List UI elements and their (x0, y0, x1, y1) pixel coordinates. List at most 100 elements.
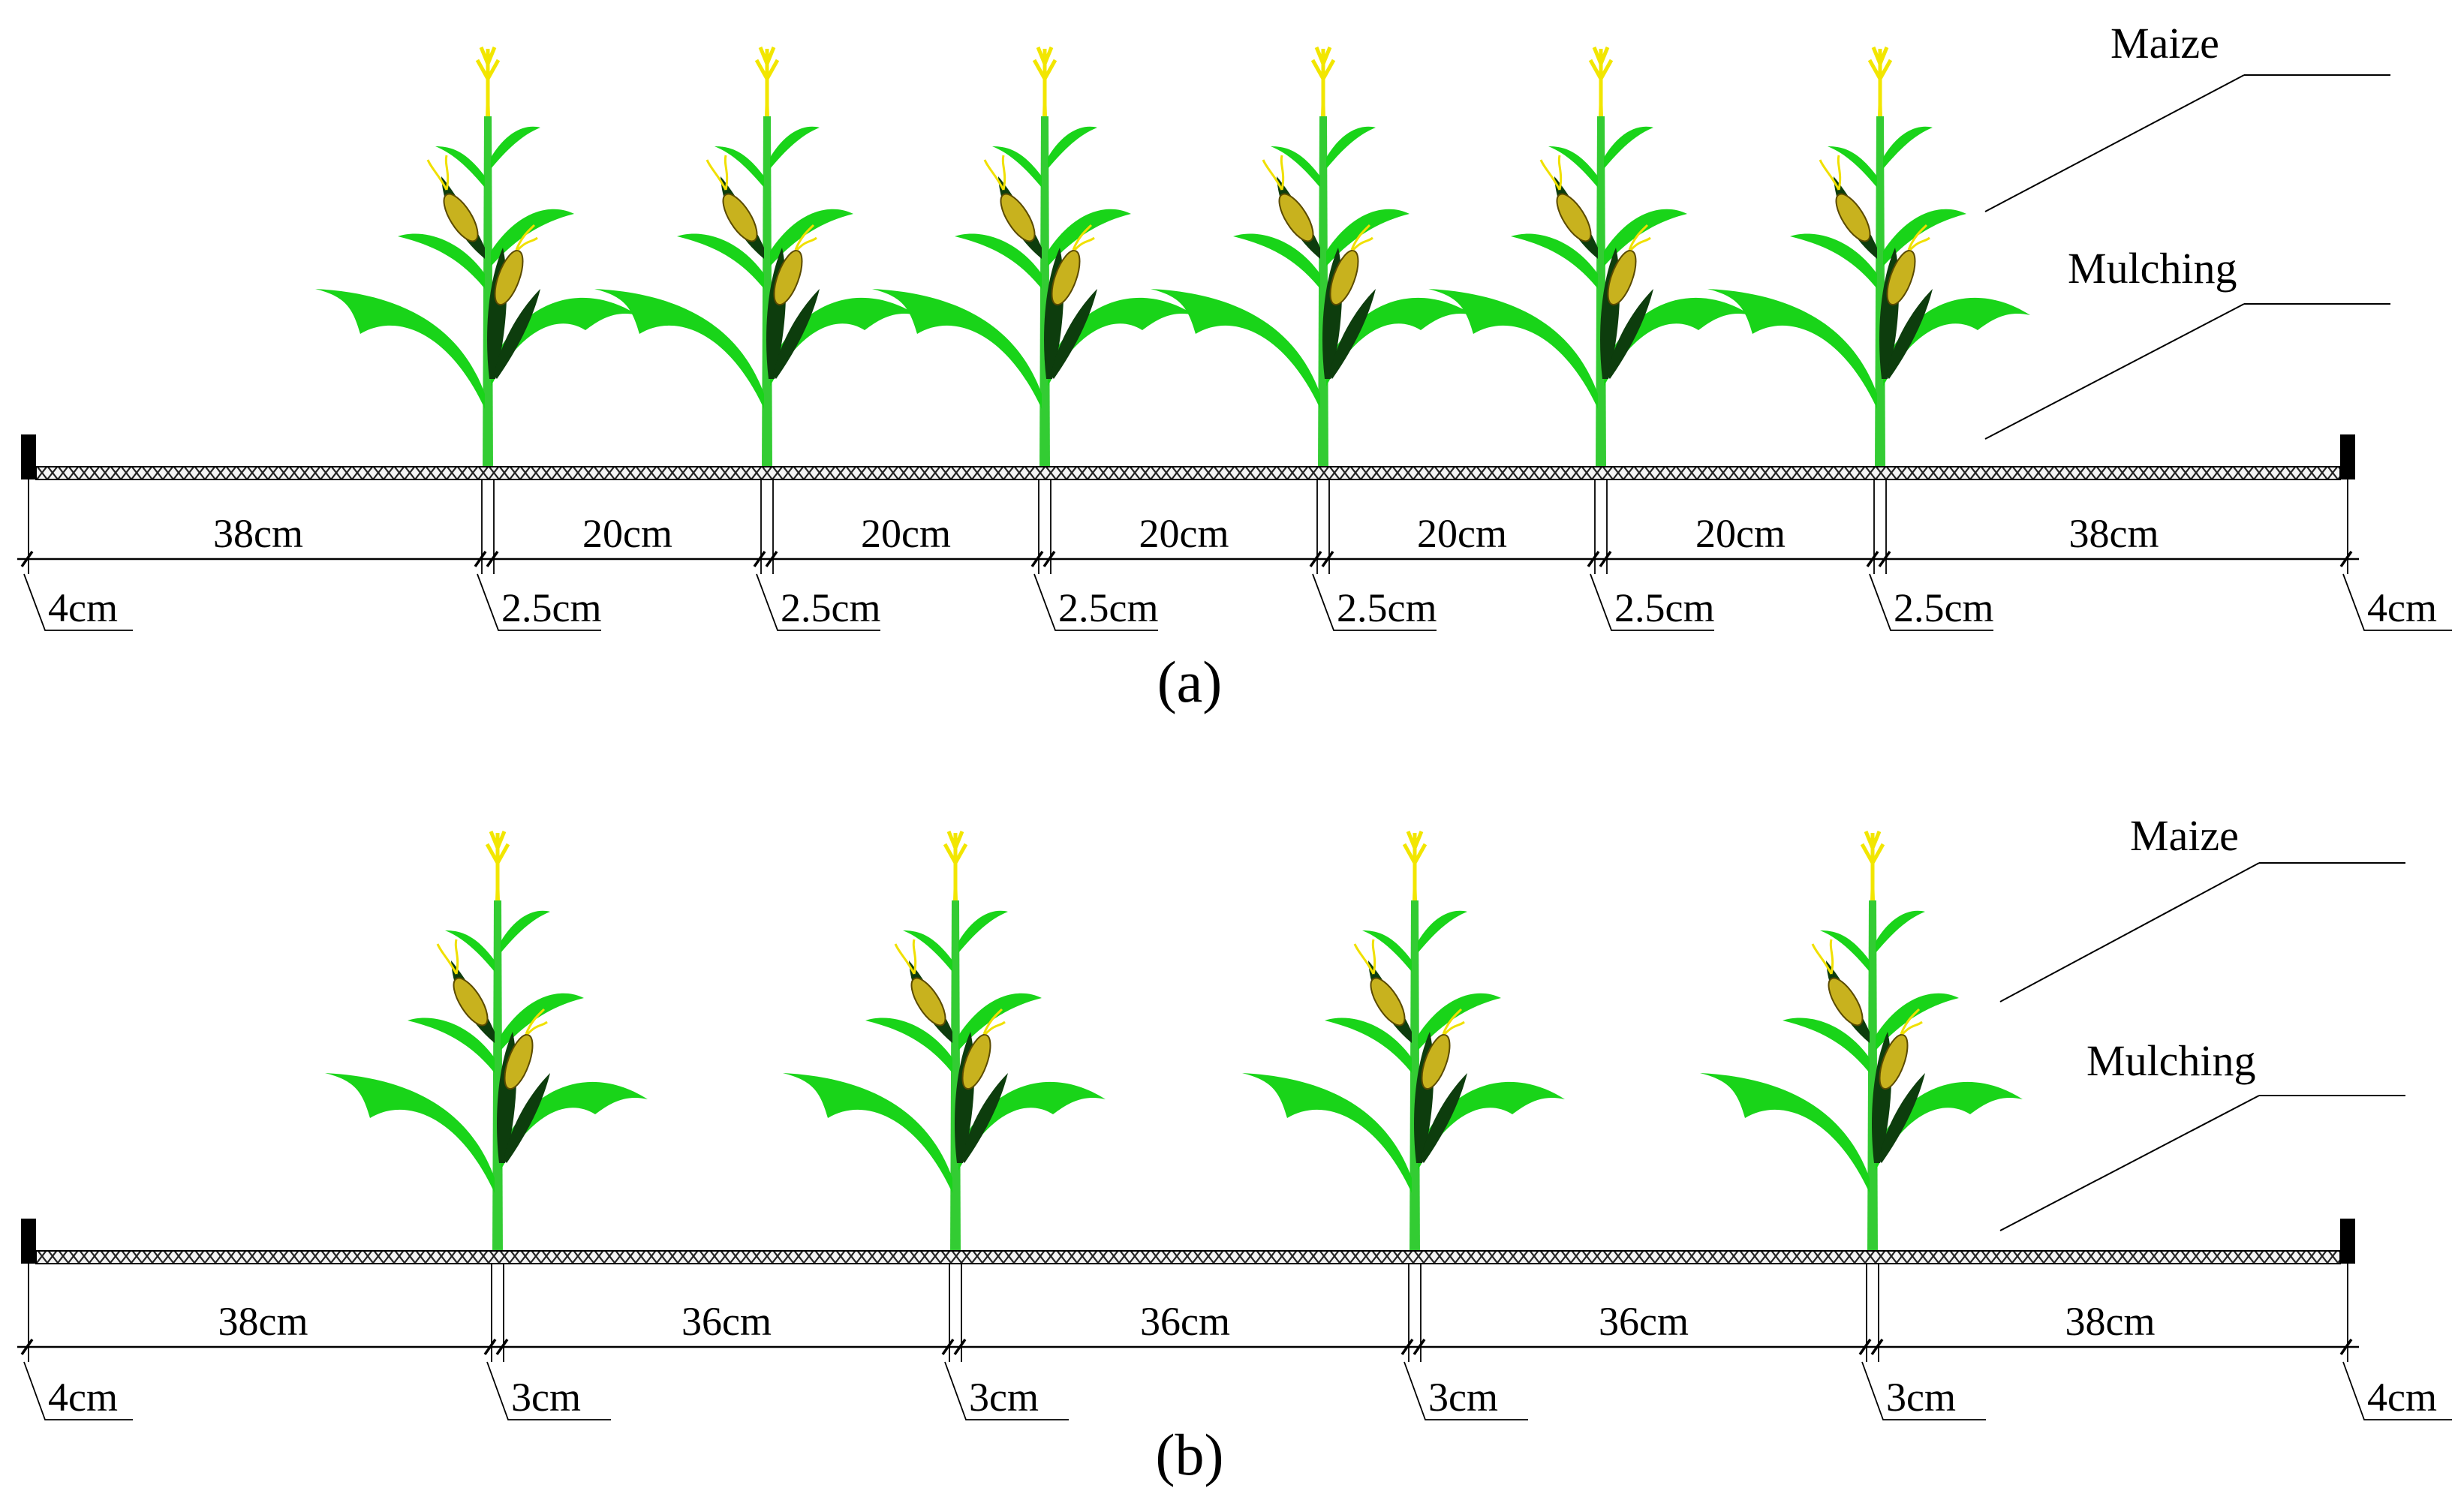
panel-b: Maize Mulching 38cm 36cm 36cm 36cm 38cm 3cm 3cm… (17, 811, 2452, 1487)
stem-width-label: 2.5cm (781, 585, 880, 630)
dimension-tick (953, 1338, 967, 1356)
stem-width-label: 3cm (511, 1375, 581, 1420)
dimension-tick (1042, 550, 1056, 568)
dimension-tick (2339, 1338, 2353, 1356)
stem-leader (1033, 573, 1158, 631)
right-end-post (2340, 434, 2355, 479)
stem-width-label: 3cm (1886, 1375, 1956, 1420)
dimension-tick (1587, 550, 1600, 568)
maize-plant-icon (594, 47, 917, 469)
callouts-b: Maize Mulching (1999, 811, 2405, 1231)
panel-a-caption: (a) (1157, 649, 1223, 714)
dimension-tick (1400, 1338, 1414, 1356)
maize-plant-icon (325, 831, 648, 1253)
edge-label-right: 4cm (2367, 1375, 2437, 1420)
stem-leader (1403, 1361, 1528, 1420)
callout-maize: Maize (2130, 811, 2239, 860)
callout-mulching: Mulching (2068, 244, 2237, 293)
right-end-post (2340, 1219, 2355, 1264)
mulch-strip-b (21, 1219, 2355, 1264)
dimension-tick (486, 550, 499, 568)
maize-plant-icon (1700, 831, 2023, 1253)
maize-plant-icon (872, 47, 1195, 469)
callout-leader-maize (1999, 862, 2260, 1002)
span-label: 20cm (1695, 511, 1786, 556)
dimension-tick (20, 550, 34, 568)
callout-mulching: Mulching (2086, 1036, 2256, 1085)
stem-width-label: 2.5cm (501, 585, 601, 630)
edge-label-left: 4cm (48, 1375, 118, 1420)
edge-leader-left (23, 1361, 133, 1420)
maize-plant-icon (315, 47, 638, 469)
dimension-tick (753, 550, 766, 568)
dimension-tick (20, 1338, 34, 1356)
dimension-tick (1878, 550, 1891, 568)
stem-width-label: 2.5cm (1058, 585, 1158, 630)
dimension-tick (1870, 1338, 1884, 1356)
dimension-tick (1030, 550, 1044, 568)
maize-plant-icon (1151, 47, 1473, 469)
callout-leader-mulching (1999, 1095, 2260, 1231)
stem-width-label: 2.5cm (1337, 585, 1437, 630)
stem-leader (1312, 573, 1437, 631)
plants-a (315, 47, 2030, 469)
callout-leader-mulching (1984, 303, 2245, 440)
mulch-layer-icon (35, 466, 2341, 480)
dimension-tick (765, 550, 778, 568)
stem-width-label: 2.5cm (1894, 585, 1993, 630)
dimension-tick (941, 1338, 955, 1356)
dimension-tick (1413, 1338, 1426, 1356)
dimension-tick (474, 550, 487, 568)
maize-plant-icon (1242, 831, 1565, 1253)
span-label: 38cm (2065, 1299, 2156, 1344)
edge-label-left: 4cm (48, 585, 118, 630)
mulch-layer-icon (35, 1250, 2341, 1264)
stem-leader (944, 1361, 1069, 1420)
stem-leader (1869, 573, 1993, 631)
span-label: 38cm (2069, 511, 2159, 556)
span-label: 36cm (1599, 1299, 1689, 1344)
stem-leader (1590, 573, 1714, 631)
left-end-post (21, 1219, 36, 1264)
stem-width-label: 3cm (1428, 1375, 1498, 1420)
callout-leader-maize (1984, 74, 2245, 212)
stem-leader (1861, 1361, 1986, 1420)
stem-leader (477, 573, 601, 631)
dimension-tick (1309, 550, 1322, 568)
dimension-tick (1858, 1338, 1872, 1356)
dimensions-a: 38cm 20cm 20cm 20cm 20cm 20cm 38cm 2.5cm 2.5cm 2.… (17, 479, 2452, 631)
dimension-tick (1866, 550, 1879, 568)
span-label: 20cm (582, 511, 672, 556)
maize-plant-icon (1707, 47, 2030, 469)
stem-width-label: 3cm (969, 1375, 1039, 1420)
dimensions-b: 38cm 36cm 36cm 36cm 38cm 3cm 3cm 3cm 3cm 4cm 4cm (17, 1264, 2452, 1420)
span-label: 38cm (213, 511, 303, 556)
span-label: 20cm (861, 511, 951, 556)
stem-leader (756, 573, 880, 631)
mulch-strip-a (21, 434, 2355, 480)
dimension-tick (1599, 550, 1612, 568)
span-label: 38cm (218, 1299, 308, 1344)
edge-leader-right (2342, 573, 2452, 631)
edge-leader-right (2342, 1361, 2452, 1420)
dimension-tick (495, 1338, 509, 1356)
dimension-tick (1321, 550, 1334, 568)
callouts-a: Maize Mulching (1984, 19, 2390, 440)
dimension-tick (483, 1338, 497, 1356)
left-end-post (21, 434, 36, 479)
span-label: 36cm (681, 1299, 772, 1344)
span-label: 36cm (1140, 1299, 1230, 1344)
maize-plant-icon (783, 831, 1106, 1253)
panel-b-caption: (b) (1156, 1422, 1224, 1487)
span-label: 20cm (1417, 511, 1507, 556)
span-label: 20cm (1139, 511, 1229, 556)
stem-width-label: 2.5cm (1614, 585, 1714, 630)
callout-maize: Maize (2110, 19, 2219, 68)
dimension-tick (2339, 550, 2353, 568)
stem-leader (486, 1361, 611, 1420)
maize-plant-icon (1428, 47, 1751, 469)
edge-leader-left (23, 573, 133, 631)
edge-label-right: 4cm (2367, 585, 2437, 630)
